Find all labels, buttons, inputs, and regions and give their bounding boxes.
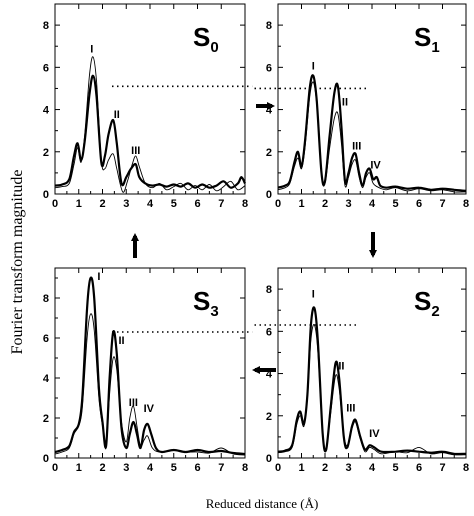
x-tick-label: 2 bbox=[322, 462, 328, 474]
x-tick-label: 1 bbox=[298, 198, 304, 210]
peak-label: III bbox=[131, 145, 140, 157]
x-tick-label: 2 bbox=[322, 198, 328, 210]
x-tick-label: 3 bbox=[123, 198, 129, 210]
x-tick-label: 3 bbox=[345, 462, 351, 474]
x-tick-label: 5 bbox=[171, 198, 177, 210]
x-tick-label: 5 bbox=[392, 462, 398, 474]
y-tick-label: 0 bbox=[43, 189, 49, 201]
x-tick-label: 7 bbox=[218, 198, 224, 210]
peak-label: I bbox=[97, 271, 100, 283]
y-tick-label: 6 bbox=[266, 62, 272, 74]
y-tick-label: 0 bbox=[43, 453, 49, 465]
y-tick-label: 2 bbox=[266, 147, 272, 159]
x-tick-label: 6 bbox=[194, 462, 200, 474]
state-label: S0 bbox=[193, 22, 219, 56]
state-label-subscript: 3 bbox=[210, 303, 218, 320]
x-tick-label: 5 bbox=[392, 198, 398, 210]
peak-label: III bbox=[129, 397, 138, 409]
peak-label: IV bbox=[370, 160, 381, 172]
state-label: S1 bbox=[414, 22, 440, 56]
x-tick-label: 4 bbox=[369, 198, 376, 210]
peak-label: III bbox=[346, 403, 355, 415]
x-tick-label: 2 bbox=[99, 462, 105, 474]
state-label: S2 bbox=[414, 286, 440, 320]
series-thin-line bbox=[54, 56, 246, 193]
peak-label: II bbox=[114, 109, 120, 121]
peak-label: II bbox=[342, 96, 348, 108]
y-axis-title: Fourier transform magnitude bbox=[9, 170, 26, 355]
x-tick-label: 7 bbox=[439, 198, 445, 210]
panel-frame bbox=[54, 3, 246, 195]
peak-label: IV bbox=[369, 428, 380, 440]
x-tick-label: 4 bbox=[147, 198, 154, 210]
y-tick-label: 2 bbox=[43, 147, 49, 159]
x-tick-label: 5 bbox=[171, 462, 177, 474]
x-tick-label: 1 bbox=[298, 462, 304, 474]
x-tick-label: 4 bbox=[369, 462, 376, 474]
x-tick-label: 0 bbox=[275, 198, 281, 210]
x-tick-label: 6 bbox=[416, 198, 422, 210]
y-tick-label: 0 bbox=[266, 189, 272, 201]
x-tick-label: 0 bbox=[52, 198, 58, 210]
x-tick-label: 7 bbox=[439, 462, 445, 474]
y-tick-label: 6 bbox=[43, 333, 49, 345]
x-tick-label: 0 bbox=[275, 462, 281, 474]
x-tick-label: 8 bbox=[463, 462, 469, 474]
peak-label: I bbox=[312, 60, 315, 72]
y-tick-label: 4 bbox=[43, 373, 50, 385]
y-tick-label: 6 bbox=[43, 62, 49, 74]
y-tick-label: 0 bbox=[266, 453, 272, 465]
state-label-subscript: 1 bbox=[431, 39, 439, 56]
y-tick-label: 2 bbox=[266, 411, 272, 423]
x-tick-label: 8 bbox=[463, 198, 469, 210]
peak-label: III bbox=[352, 141, 361, 153]
peak-label: II bbox=[118, 335, 124, 347]
x-tick-label: 2 bbox=[99, 198, 105, 210]
series-thick-line bbox=[54, 276, 246, 456]
y-tick-label: 8 bbox=[43, 293, 49, 305]
series-thick-line bbox=[54, 74, 246, 189]
x-tick-label: 3 bbox=[345, 198, 351, 210]
x-tick-label: 3 bbox=[123, 462, 129, 474]
state-label: S3 bbox=[193, 286, 219, 320]
peak-label: I bbox=[312, 289, 315, 301]
x-tick-label: 8 bbox=[242, 462, 248, 474]
series-thick-line bbox=[277, 306, 467, 456]
x-tick-label: 1 bbox=[76, 462, 82, 474]
y-tick-label: 8 bbox=[43, 20, 49, 32]
x-tick-label: 1 bbox=[76, 198, 82, 210]
y-tick-label: 4 bbox=[266, 105, 273, 117]
peak-label: I bbox=[90, 44, 93, 56]
x-tick-label: 6 bbox=[194, 198, 200, 210]
series-thick-line bbox=[277, 74, 467, 192]
x-axis-title: Reduced distance (Å) bbox=[206, 496, 319, 511]
x-tick-label: 8 bbox=[242, 198, 248, 210]
x-tick-label: 6 bbox=[416, 462, 422, 474]
x-tick-label: 7 bbox=[218, 462, 224, 474]
state-label-subscript: 0 bbox=[210, 39, 218, 56]
y-tick-label: 6 bbox=[266, 326, 272, 338]
peak-label: II bbox=[338, 360, 344, 372]
y-tick-label: 4 bbox=[266, 369, 273, 381]
y-tick-label: 8 bbox=[266, 284, 272, 296]
state-label-subscript: 2 bbox=[431, 303, 439, 320]
y-tick-label: 8 bbox=[266, 20, 272, 32]
x-tick-label: 4 bbox=[147, 462, 154, 474]
peak-label: IV bbox=[144, 403, 155, 415]
y-tick-label: 2 bbox=[43, 413, 49, 425]
x-tick-label: 0 bbox=[52, 462, 58, 474]
y-tick-label: 4 bbox=[43, 105, 50, 117]
